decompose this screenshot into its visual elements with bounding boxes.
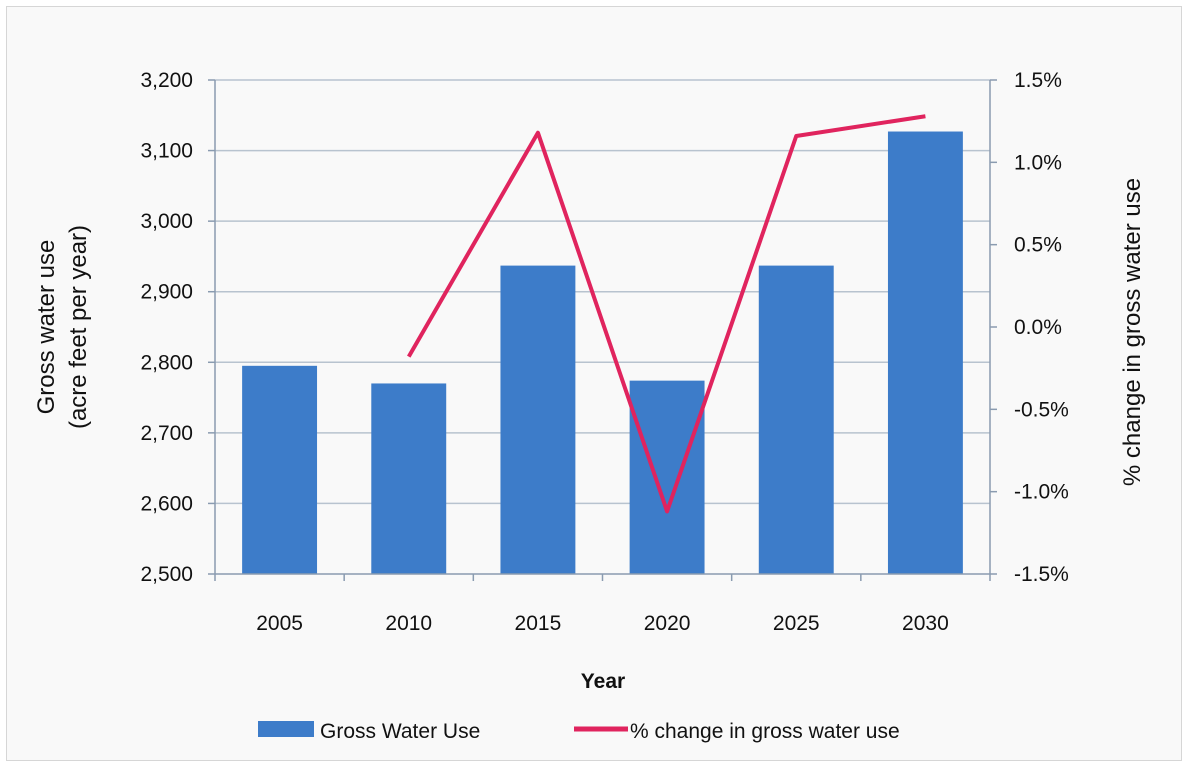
right-tick-label: 1.0% [1014,151,1062,174]
line-series [407,114,926,514]
left-tick-label: 2,900 [140,281,193,304]
bar-2030 [887,131,963,574]
y-axis-title-left-line1: Gross water use [33,240,60,415]
bar-2025 [758,265,834,574]
axes [214,80,991,575]
left-tick-label: 2,500 [140,563,193,586]
bar-2020 [629,380,705,574]
gridlines [208,79,997,581]
legend-label-line: % change in gross water use [630,720,900,743]
left-tick-label: 2,800 [140,351,193,374]
legend-label-bars: Gross Water Use [320,720,480,743]
pct-change-line [407,114,926,514]
right-tick-label: 1.5% [1014,69,1062,92]
x-tick-labels: 2005 2010 2015 2020 2025 2030 [256,612,949,635]
right-tick-label: 0.0% [1014,316,1062,339]
legend: Gross Water Use % change in gross water … [258,720,900,743]
y-axis-title-right: % change in gross water use [1119,178,1146,486]
left-tick-label: 2,700 [140,422,193,445]
right-tick-label: -0.5% [1014,398,1069,421]
left-tick-label: 3,100 [140,140,193,163]
bar-series [242,131,963,574]
right-tick-label: 0.5% [1014,234,1062,257]
right-tick-labels: -1.5% -1.0% -0.5% 0.0% 0.5% 1.0% 1.5% [1014,69,1069,586]
x-tick-label: 2005 [256,612,303,635]
left-tick-label: 2,600 [140,492,193,515]
left-tick-label: 3,200 [140,69,193,92]
right-tick-label: -1.5% [1014,563,1069,586]
left-tick-label: 3,000 [140,210,193,233]
x-tick-label: 2025 [773,612,820,635]
legend-swatch-bars [258,721,314,737]
chart-frame [6,6,1182,761]
x-axis-title: Year [581,670,625,693]
y-axis-title-left-line2: (acre feet per year) [65,225,92,429]
bar-2005 [242,365,318,574]
x-tick-label: 2015 [515,612,562,635]
bar-2015 [500,265,576,574]
x-tick-label: 2020 [644,612,691,635]
right-tick-label: -1.0% [1014,481,1069,504]
left-tick-labels: 2,500 2,600 2,700 2,800 2,900 3,000 3,100 3,200 [140,69,193,586]
x-tick-label: 2010 [385,612,432,635]
x-tick-label: 2030 [902,612,949,635]
bar-2010 [371,383,447,574]
